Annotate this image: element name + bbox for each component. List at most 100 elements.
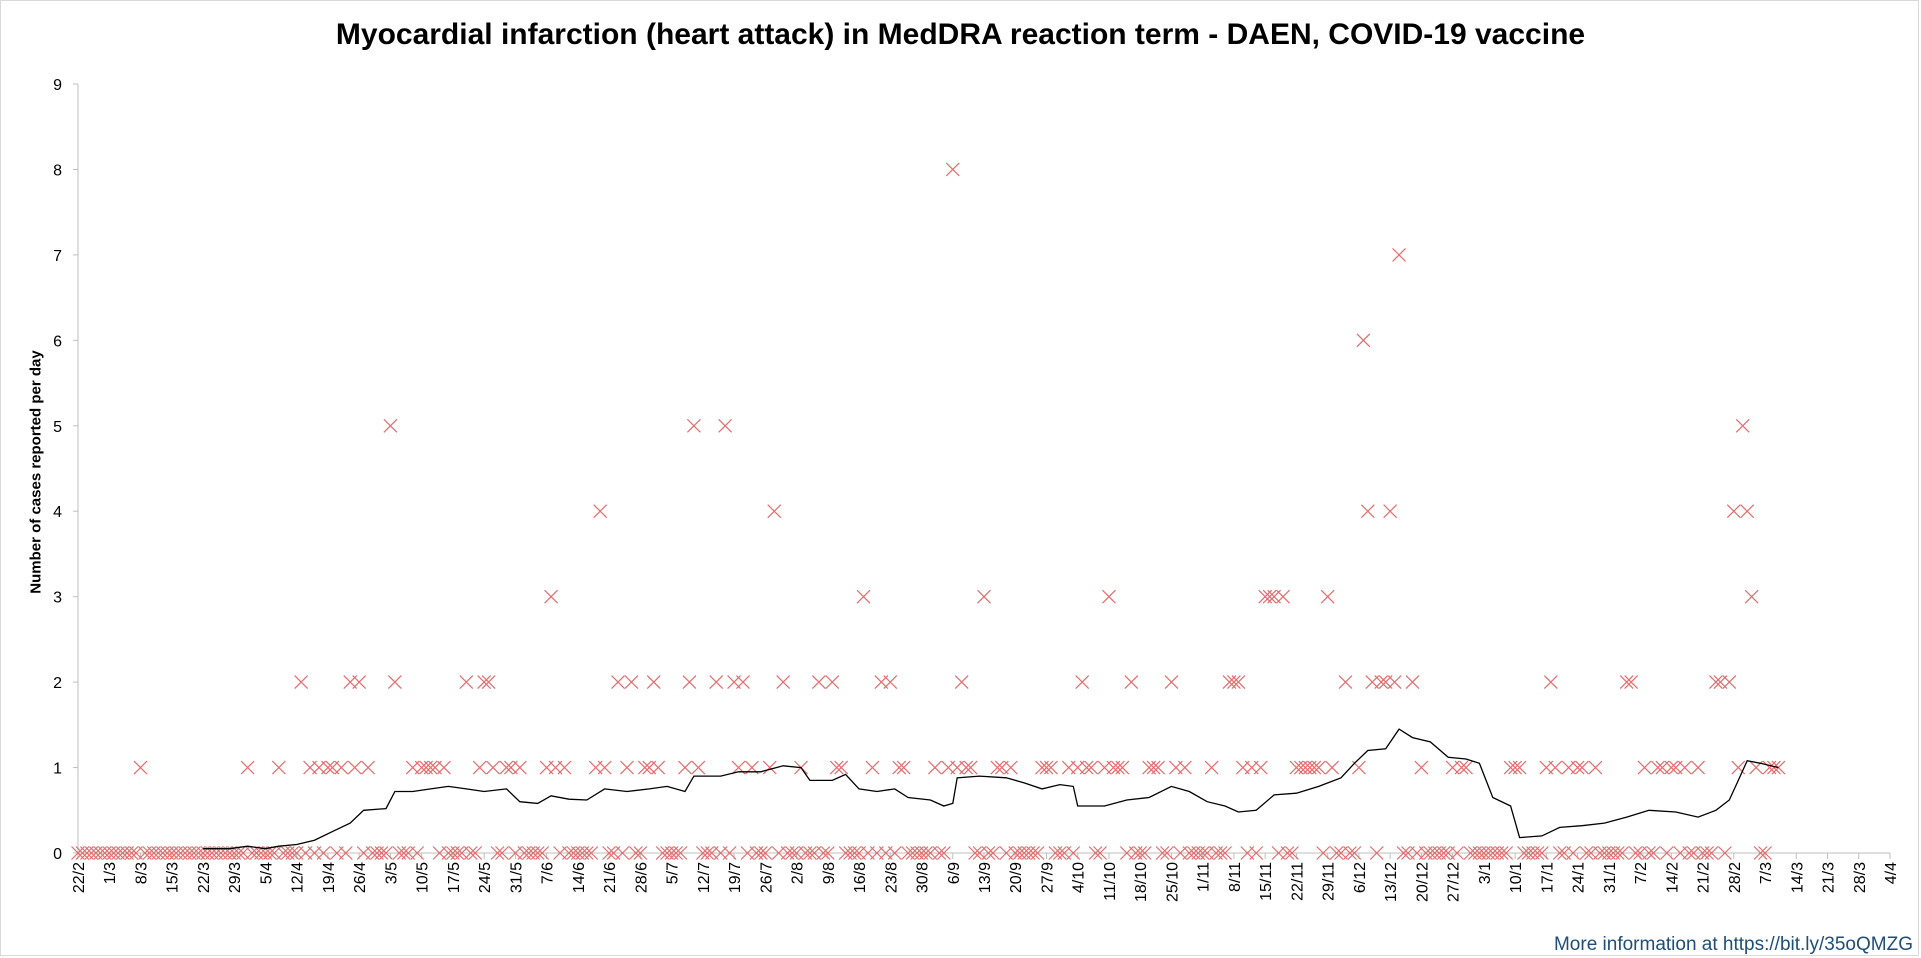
y-tick-label: 5 — [53, 419, 62, 436]
x-tick-label: 19/7 — [727, 862, 744, 893]
data-point-marker — [1360, 504, 1375, 519]
data-point-marker — [1316, 846, 1331, 860]
x-tick-label: 5/4 — [258, 862, 275, 884]
data-point-marker — [240, 760, 255, 775]
data-point-marker — [1767, 760, 1781, 775]
x-tick-label: 27/9 — [1039, 862, 1056, 893]
x-tick-label: 22/11 — [1289, 862, 1306, 901]
data-point-marker — [762, 760, 777, 775]
data-point-marker — [1637, 760, 1652, 775]
footer-link[interactable]: More information at https://bit.ly/35oQM… — [1553, 934, 1913, 955]
x-tick-label: 20/9 — [1008, 862, 1025, 893]
data-point-marker — [1110, 760, 1125, 775]
data-point-marker — [1052, 846, 1067, 860]
data-point-marker — [486, 760, 500, 775]
data-point-marker — [1512, 760, 1527, 775]
data-point-marker — [1726, 504, 1741, 519]
data-point-marker — [1285, 846, 1299, 860]
data-point-marker — [347, 760, 362, 775]
data-point-marker — [499, 760, 514, 775]
data-point-marker — [1588, 760, 1603, 775]
x-tick-label: 8/11 — [1227, 862, 1244, 892]
data-point-marker — [776, 675, 791, 690]
data-point-marker — [968, 846, 982, 860]
data-point-marker — [1450, 846, 1465, 860]
data-point-marker — [124, 846, 139, 860]
y-tick-label: 7 — [53, 248, 62, 265]
data-point-marker — [1227, 675, 1241, 690]
data-point-marker — [1383, 504, 1398, 519]
data-point-marker — [271, 760, 286, 775]
data-point-marker — [816, 846, 831, 860]
x-tick-label: 26/7 — [758, 862, 775, 893]
data-point-marker — [1164, 675, 1179, 690]
data-point-marker — [1003, 760, 1018, 775]
data-point-marker — [620, 760, 634, 775]
x-tick-label: 9/8 — [821, 862, 838, 884]
data-point-marker — [1405, 675, 1420, 690]
x-tick-label: 3/5 — [383, 862, 400, 884]
data-point-marker — [1735, 418, 1750, 433]
data-point-marker — [1276, 589, 1290, 604]
data-point-marker — [383, 418, 398, 433]
x-tick-label: 29/11 — [1321, 862, 1338, 901]
data-point-marker — [133, 760, 148, 775]
chart-title: Myocardial infarction (heart attack) in … — [335, 18, 1586, 51]
data-point-marker — [753, 846, 768, 860]
data-point-marker — [602, 846, 617, 860]
data-point-marker — [379, 846, 393, 860]
x-tick-label: 31/1 — [1602, 862, 1619, 893]
data-point-marker — [544, 589, 559, 604]
data-point-marker — [1548, 760, 1563, 775]
data-point-marker — [1414, 760, 1429, 775]
data-point-marker — [1499, 846, 1514, 860]
data-point-marker — [990, 760, 1005, 775]
data-point-marker — [1508, 760, 1523, 775]
data-point-marker — [1709, 675, 1723, 690]
data-point-marker — [1642, 846, 1656, 860]
x-tick-label: 12/7 — [696, 862, 713, 893]
data-point-marker — [758, 846, 773, 860]
x-tick-label: 13/9 — [977, 862, 994, 893]
x-tick-label: 5/7 — [665, 862, 682, 884]
data-point-marker — [1570, 760, 1585, 775]
data-point-marker — [597, 760, 612, 775]
data-point-marker — [1356, 333, 1371, 348]
data-point-marker — [678, 760, 692, 775]
data-point-marker — [1615, 846, 1630, 860]
x-tick-label: 21/6 — [602, 862, 619, 893]
x-tick-label: 6/12 — [1352, 862, 1369, 893]
data-point-marker — [450, 846, 465, 860]
data-point-marker — [579, 846, 594, 860]
x-tick-label: 16/8 — [852, 862, 869, 893]
data-point-marker — [691, 760, 706, 775]
x-tick-label: 4/4 — [1883, 862, 1900, 884]
data-point-marker — [490, 846, 505, 860]
x-tick-label: 4/10 — [1071, 862, 1088, 893]
data-point-marker — [1758, 846, 1772, 860]
data-point-marker — [1075, 675, 1090, 690]
data-point-marker — [1552, 846, 1567, 860]
data-point-marker — [1387, 675, 1402, 690]
data-point-marker — [1084, 760, 1099, 775]
data-point-marker — [1160, 846, 1174, 860]
data-point-marker — [472, 760, 487, 775]
x-tick-label: 26/4 — [352, 862, 369, 893]
x-tick-label: 8/3 — [133, 862, 150, 884]
data-point-marker — [1682, 846, 1697, 860]
x-tick-label: 30/8 — [915, 862, 932, 893]
data-point-marker — [1146, 760, 1161, 775]
data-point-marker — [803, 846, 817, 860]
x-tick-label: 24/1 — [1571, 862, 1588, 893]
x-tick-label: 23/8 — [883, 862, 900, 893]
data-point-marker — [1039, 760, 1054, 775]
data-point-marker — [1396, 846, 1411, 860]
data-point-marker — [896, 760, 911, 775]
data-point-marker — [1115, 760, 1130, 775]
data-point-marker — [374, 846, 389, 860]
data-point-marker — [959, 760, 974, 775]
data-point-marker — [1151, 760, 1165, 775]
data-point-marker — [1744, 589, 1759, 604]
data-point-marker — [954, 675, 969, 690]
